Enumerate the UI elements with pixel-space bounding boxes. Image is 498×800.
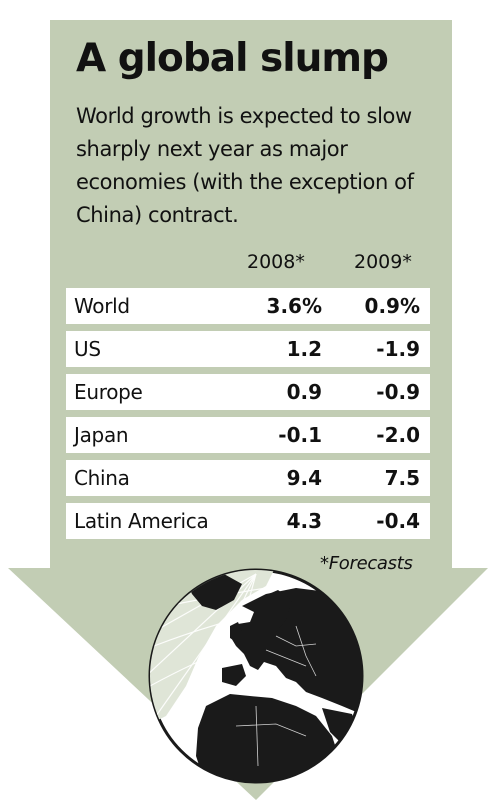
- globe-britain: [230, 622, 242, 642]
- value-2009: -2.0: [376, 423, 420, 447]
- row-label: China: [74, 466, 130, 490]
- value-2008: 0.9: [286, 380, 322, 404]
- chart-title: A global slump: [76, 36, 389, 81]
- row-label: Latin America: [74, 509, 209, 533]
- value-2008: 1.2: [286, 337, 322, 361]
- value-2008: -0.1: [278, 423, 322, 447]
- table-row: Europe 0.9 -0.9: [66, 374, 430, 410]
- column-header-2009: 2009*: [354, 251, 412, 273]
- value-2009: -0.9: [376, 380, 420, 404]
- value-2009: -0.4: [376, 509, 420, 533]
- row-label: Europe: [74, 380, 143, 404]
- table-row: Latin America 4.3 -0.4: [66, 503, 430, 539]
- value-2008: 4.3: [286, 509, 322, 533]
- footnote: *Forecasts: [320, 553, 413, 574]
- table-row: US 1.2 -1.9: [66, 331, 430, 367]
- arrow-body: [8, 20, 488, 800]
- row-label: Japan: [74, 423, 129, 447]
- chart-subtitle: World growth is expected to slow sharply…: [76, 104, 414, 227]
- value-2008: 9.4: [286, 466, 322, 490]
- table-row: China 9.4 7.5: [66, 460, 430, 496]
- table-row: Japan -0.1 -2.0: [66, 417, 430, 453]
- globe-scandinavia: [262, 590, 292, 632]
- column-header-2008: 2008*: [247, 251, 305, 273]
- row-label: US: [74, 337, 101, 361]
- globe-atlantic: [150, 570, 276, 726]
- globe-africa: [196, 694, 342, 782]
- value-2009: 7.5: [384, 466, 420, 490]
- value-2009: -1.9: [376, 337, 420, 361]
- row-label: World: [74, 294, 130, 318]
- globe-eurasia: [230, 588, 362, 716]
- table-row: World 3.6% 0.9%: [66, 288, 430, 324]
- globe-icon: [148, 568, 364, 784]
- value-2008: 3.6%: [266, 294, 322, 318]
- globe-mediterranean: [246, 685, 290, 694]
- value-2009: 0.9%: [364, 294, 420, 318]
- globe-iberia: [222, 664, 246, 686]
